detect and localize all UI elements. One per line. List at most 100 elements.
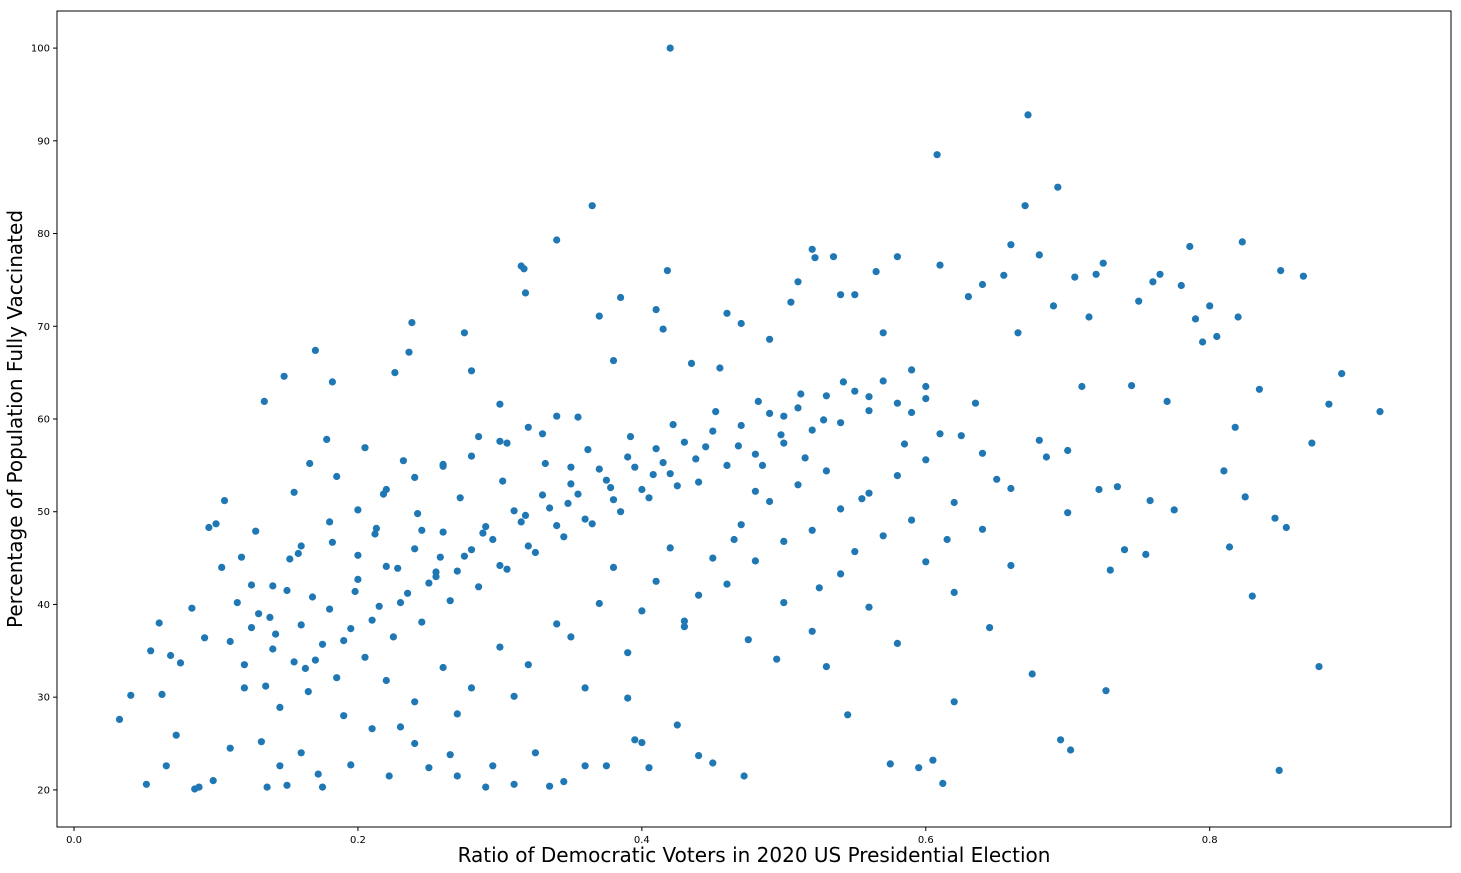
scatter-point: [564, 499, 572, 507]
scatter-point: [709, 427, 717, 435]
y-tick-label: 90: [37, 136, 50, 147]
scatter-point: [712, 408, 720, 416]
scatter-point: [318, 783, 327, 791]
scatter-point: [1092, 270, 1100, 278]
scatter-point: [368, 725, 376, 733]
scatter-point: [446, 751, 454, 759]
scatter-point: [560, 533, 568, 541]
scatter-point: [467, 367, 476, 375]
scatter-point: [521, 289, 530, 297]
scatter-point: [546, 504, 554, 512]
scatter-point: [280, 372, 288, 380]
scatter-point: [886, 760, 894, 768]
scatter-point: [503, 439, 511, 447]
scatter-point: [311, 656, 319, 664]
scatter-point: [247, 624, 256, 632]
scatter-point: [652, 306, 660, 314]
scatter-point: [482, 783, 490, 791]
scatter-point: [499, 477, 507, 485]
y-tick-label: 70: [37, 322, 50, 333]
scatter-point: [879, 532, 887, 540]
scatter-point: [851, 291, 859, 299]
scatter-point: [209, 777, 217, 785]
scatter-point: [297, 749, 305, 757]
scatter-point: [801, 454, 809, 462]
scatter-point: [311, 346, 319, 354]
scatter-point: [780, 537, 788, 546]
scatter-point: [115, 715, 124, 724]
scatter-point: [475, 433, 483, 441]
scatter-point: [510, 780, 518, 788]
scatter-point: [1255, 385, 1263, 393]
scatter-point: [257, 738, 265, 746]
scatter-point: [943, 535, 951, 544]
x-tick-label: 0.8: [1202, 835, 1218, 846]
scatter-point: [737, 521, 745, 529]
scatter-point: [1142, 550, 1150, 559]
scatter-point: [815, 584, 823, 592]
scatter-point: [666, 44, 674, 52]
scatter-point: [361, 444, 369, 452]
scatter-point: [595, 599, 603, 608]
scatter-point: [1277, 267, 1285, 275]
scatter-point: [692, 455, 700, 463]
scatter-point: [520, 265, 528, 273]
scatter-point: [489, 535, 497, 544]
scatter-point: [822, 392, 831, 400]
scatter-point: [1325, 400, 1333, 408]
scatter-point: [939, 779, 947, 788]
y-axis-title: Percentage of Population Fully Vaccinate…: [3, 210, 27, 628]
scatter-point: [908, 366, 916, 374]
scatter-point: [503, 565, 511, 573]
scatter-point: [269, 582, 277, 590]
scatter-point: [865, 393, 873, 401]
scatter-point: [411, 739, 419, 748]
y-tick-label: 40: [37, 600, 50, 611]
scatter-point: [574, 413, 582, 421]
scatter-point: [950, 498, 958, 507]
scatter-point: [1248, 592, 1256, 600]
scatter-point: [652, 445, 660, 453]
scatter-point: [496, 400, 504, 408]
scatter-point: [553, 522, 561, 530]
scatter-point: [1282, 523, 1290, 532]
scatter-point: [524, 661, 532, 669]
scatter-point: [351, 587, 359, 596]
scatter-point: [1113, 483, 1121, 491]
scatter-point: [297, 542, 305, 550]
scatter-point: [195, 783, 203, 791]
scatter-point: [808, 245, 816, 253]
scatter-point: [865, 489, 873, 497]
scatter-point: [326, 605, 334, 613]
scatter-point: [453, 567, 461, 575]
scatter-point: [188, 604, 196, 612]
scatter-point: [333, 472, 341, 481]
scatter-point: [436, 553, 444, 561]
scatter-point: [453, 772, 461, 780]
scatter-point: [482, 523, 490, 531]
x-tick-label: 0.6: [918, 835, 934, 846]
scatter-point: [1099, 259, 1107, 267]
scatter-point: [978, 525, 987, 533]
scatter-point: [531, 548, 540, 557]
scatter-point: [879, 377, 887, 385]
scatter-point: [1057, 736, 1065, 744]
scatter-point: [1146, 497, 1154, 505]
scatter-point: [372, 524, 380, 533]
scatter-point: [652, 577, 660, 585]
scatter-point: [1120, 546, 1129, 554]
scatter-point: [680, 438, 689, 446]
scatter-point: [837, 291, 845, 299]
scatter-point: [666, 470, 674, 478]
scatter-point: [766, 497, 774, 506]
scatter-point: [936, 430, 944, 438]
scatter-point: [314, 770, 322, 778]
scatter-point: [496, 437, 504, 445]
scatter-point: [574, 490, 582, 498]
scatter-point: [1035, 436, 1043, 444]
scatter-point: [283, 586, 291, 595]
scatter-point: [645, 494, 653, 502]
scatter-point: [1024, 111, 1032, 119]
scatter-point: [1275, 766, 1283, 775]
scatter-point: [290, 658, 298, 666]
